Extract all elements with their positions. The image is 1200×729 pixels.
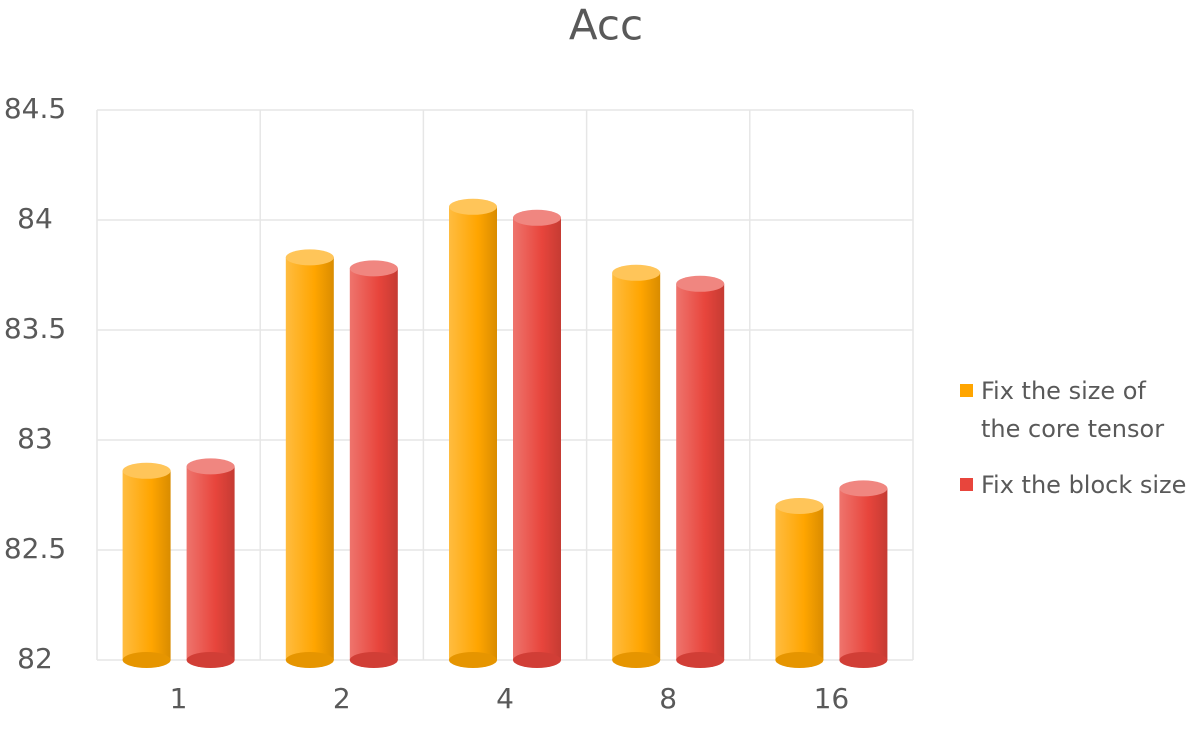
bar-cap: [612, 264, 661, 281]
bar-base: [676, 652, 725, 668]
bar: [775, 506, 824, 660]
bar-base: [449, 652, 497, 668]
legend-swatch: [960, 384, 973, 397]
legend-item: Fix the size of the core tensor: [960, 372, 1190, 448]
bar: [839, 488, 888, 660]
bar: [349, 268, 398, 660]
bar-cap: [513, 209, 561, 226]
legend-swatch: [960, 478, 973, 491]
x-tick-label: 2: [333, 682, 351, 715]
bar-cap: [676, 275, 725, 292]
bar: [285, 257, 334, 660]
bar: [612, 272, 661, 660]
bar: [513, 217, 561, 661]
legend-label: Fix the block size: [981, 471, 1187, 499]
x-tick-label: 16: [814, 682, 850, 715]
bar-cap: [449, 198, 497, 215]
y-tick-label: 82.5: [4, 532, 66, 565]
bar: [676, 283, 725, 660]
bar: [449, 206, 497, 661]
bar-cap: [839, 480, 888, 497]
y-tick-label: 83.5: [4, 312, 66, 345]
bar-cap: [349, 260, 398, 277]
legend-label: Fix the size of the core tensor: [981, 377, 1165, 443]
y-tick-label: 84: [17, 202, 53, 235]
bar-cap: [775, 498, 824, 514]
bar-cap: [186, 458, 235, 475]
bar: [186, 466, 235, 660]
legend: Fix the size of the core tensor Fix the b…: [960, 372, 1190, 522]
x-tick-label: 8: [659, 682, 677, 715]
legend-item: Fix the block size: [960, 466, 1190, 504]
y-tick-label: 82: [17, 642, 53, 675]
bar-base: [349, 652, 398, 668]
x-tick-label: 1: [170, 682, 188, 715]
bar-base: [186, 652, 235, 668]
bar-base: [122, 652, 171, 668]
bar-base: [285, 652, 334, 668]
bar-cap: [122, 462, 171, 479]
bar-base: [775, 652, 824, 668]
x-tick-label: 4: [496, 682, 514, 715]
bar: [122, 470, 171, 660]
chart-title: Acc: [569, 1, 643, 50]
bar-base: [513, 652, 561, 668]
y-tick-label: 83: [17, 422, 53, 455]
y-tick-label: 84.5: [4, 92, 66, 125]
bar-base: [839, 652, 888, 668]
bar-base: [612, 652, 661, 668]
bar-cap: [285, 249, 334, 266]
